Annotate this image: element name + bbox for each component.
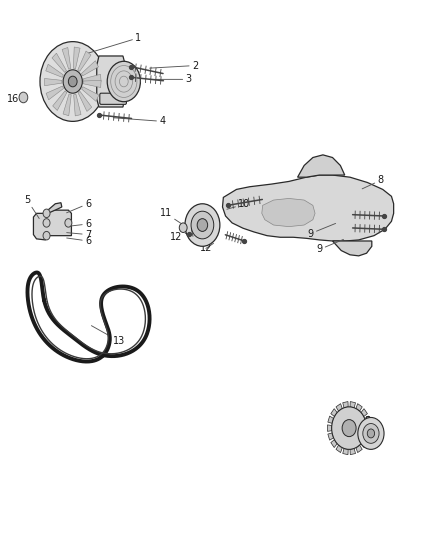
Text: 6: 6 (67, 199, 91, 213)
Polygon shape (361, 440, 367, 448)
Circle shape (68, 76, 77, 87)
Text: 8: 8 (362, 175, 384, 189)
Polygon shape (343, 401, 348, 408)
Polygon shape (223, 175, 394, 241)
Polygon shape (365, 433, 371, 440)
Polygon shape (53, 91, 67, 110)
Polygon shape (46, 64, 63, 77)
Polygon shape (46, 86, 64, 100)
Circle shape (191, 211, 214, 239)
Text: 15: 15 (355, 416, 373, 426)
Text: 12: 12 (170, 232, 186, 242)
Polygon shape (73, 47, 80, 69)
Text: 4: 4 (113, 116, 165, 126)
Text: 7: 7 (67, 230, 91, 240)
Circle shape (107, 61, 141, 102)
Circle shape (43, 209, 50, 217)
Text: 9: 9 (316, 239, 343, 254)
Polygon shape (63, 94, 71, 116)
Circle shape (40, 42, 106, 122)
Polygon shape (45, 78, 62, 86)
Polygon shape (328, 433, 334, 440)
Circle shape (363, 424, 379, 443)
Text: 9: 9 (307, 223, 336, 239)
Polygon shape (365, 416, 371, 423)
Polygon shape (74, 94, 81, 116)
Polygon shape (83, 74, 101, 82)
Polygon shape (84, 80, 101, 87)
Polygon shape (332, 241, 372, 256)
Polygon shape (81, 61, 99, 76)
Circle shape (43, 219, 50, 227)
Text: 10: 10 (227, 199, 251, 209)
Polygon shape (48, 203, 62, 213)
Text: 1: 1 (87, 33, 141, 53)
Polygon shape (331, 409, 337, 416)
Circle shape (358, 417, 384, 449)
Polygon shape (331, 440, 337, 448)
Circle shape (342, 419, 356, 437)
Polygon shape (78, 91, 92, 111)
Polygon shape (52, 53, 67, 72)
Text: 2: 2 (150, 61, 198, 70)
Polygon shape (356, 445, 362, 453)
Circle shape (179, 223, 187, 232)
Circle shape (65, 219, 72, 227)
Text: 11: 11 (159, 208, 181, 223)
Polygon shape (328, 416, 334, 423)
Circle shape (63, 70, 82, 93)
Polygon shape (350, 401, 356, 408)
FancyBboxPatch shape (100, 93, 127, 104)
Polygon shape (343, 448, 348, 455)
Polygon shape (367, 425, 371, 431)
Polygon shape (78, 51, 91, 71)
Circle shape (185, 204, 220, 246)
Polygon shape (262, 198, 315, 227)
Polygon shape (356, 403, 362, 411)
Circle shape (43, 231, 50, 240)
Text: 6: 6 (67, 236, 91, 246)
Polygon shape (350, 448, 356, 455)
Text: 16: 16 (7, 93, 22, 103)
Polygon shape (336, 445, 342, 453)
Polygon shape (33, 210, 71, 240)
Circle shape (367, 429, 374, 438)
Circle shape (19, 92, 28, 103)
Text: 3: 3 (150, 75, 191, 84)
Polygon shape (97, 56, 125, 107)
Polygon shape (361, 409, 367, 416)
Text: 5: 5 (24, 195, 39, 219)
Polygon shape (336, 403, 342, 411)
Text: 12: 12 (200, 244, 213, 253)
Polygon shape (297, 155, 345, 177)
Text: 6: 6 (67, 219, 91, 229)
Polygon shape (328, 425, 332, 431)
Circle shape (197, 219, 208, 231)
Text: 13: 13 (92, 326, 125, 346)
Text: 14: 14 (369, 429, 381, 439)
Circle shape (332, 407, 367, 449)
Polygon shape (62, 47, 71, 69)
Polygon shape (81, 87, 99, 101)
